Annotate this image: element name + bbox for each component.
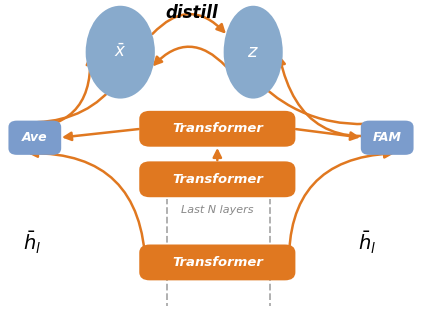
Text: Last N layers: Last N layers: [181, 205, 254, 215]
FancyArrowPatch shape: [289, 150, 391, 266]
Text: Transformer: Transformer: [172, 122, 263, 135]
FancyArrowPatch shape: [257, 81, 384, 124]
FancyBboxPatch shape: [8, 121, 61, 155]
Ellipse shape: [224, 6, 283, 98]
Text: $z$: $z$: [247, 43, 259, 61]
Text: $\bar{h}_l$: $\bar{h}_l$: [358, 230, 376, 256]
Text: Transformer: Transformer: [172, 173, 263, 186]
FancyArrowPatch shape: [65, 129, 138, 140]
Text: $\bar{h}_l$: $\bar{h}_l$: [22, 230, 41, 256]
FancyArrowPatch shape: [152, 14, 224, 34]
FancyBboxPatch shape: [361, 121, 414, 155]
Text: $\bar{x}$: $\bar{x}$: [114, 43, 127, 61]
FancyArrowPatch shape: [214, 151, 221, 160]
FancyArrowPatch shape: [18, 58, 94, 128]
FancyBboxPatch shape: [139, 161, 295, 197]
FancyArrowPatch shape: [296, 129, 357, 140]
Text: Transformer: Transformer: [172, 256, 263, 269]
FancyArrowPatch shape: [278, 58, 405, 136]
Text: FAM: FAM: [373, 131, 402, 144]
FancyArrowPatch shape: [38, 82, 117, 122]
FancyBboxPatch shape: [139, 111, 295, 147]
Text: Ave: Ave: [22, 131, 48, 144]
FancyArrowPatch shape: [154, 47, 226, 67]
FancyBboxPatch shape: [139, 244, 295, 280]
Text: distill: distill: [166, 4, 219, 22]
Ellipse shape: [86, 6, 155, 98]
FancyArrowPatch shape: [31, 150, 146, 266]
